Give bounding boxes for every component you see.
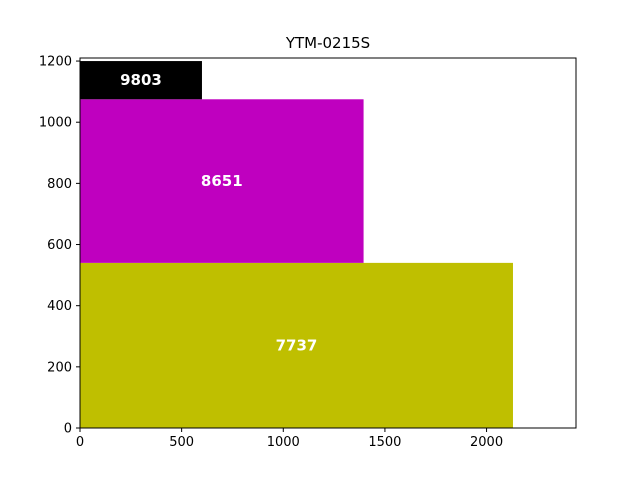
- bar-9803: [80, 61, 202, 100]
- y-tick-label: 200: [47, 360, 72, 375]
- bars-layer: [80, 61, 513, 428]
- y-tick-label: 0: [64, 422, 72, 437]
- bar-label-7737: 7737: [276, 336, 318, 354]
- bar-label-8651: 8651: [201, 172, 243, 190]
- x-tick-label: 2000: [470, 435, 503, 450]
- x-tick-label: 0: [76, 435, 84, 450]
- y-tick-label: 400: [47, 299, 72, 314]
- bar-labels-layer: 7737 8651 9803: [120, 71, 317, 354]
- x-tick-label: 500: [169, 435, 194, 450]
- x-tick-label: 1000: [267, 435, 300, 450]
- y-axis: 0 200 400 600 800 1000 1200: [39, 55, 80, 437]
- bar-8651: [80, 99, 364, 263]
- bar-label-9803: 9803: [120, 71, 162, 89]
- plot-frame: [79, 57, 577, 429]
- x-tick-label: 1500: [368, 435, 401, 450]
- y-tick-label: 600: [47, 238, 72, 253]
- bar-7737: [80, 262, 513, 428]
- y-tick-label: 1000: [39, 116, 72, 131]
- y-tick-label: 800: [47, 177, 72, 192]
- y-tick-label: 1200: [39, 55, 72, 70]
- chart-title: YTM-0215S: [285, 34, 370, 52]
- x-axis: 0 500 1000 1500 2000: [76, 428, 503, 450]
